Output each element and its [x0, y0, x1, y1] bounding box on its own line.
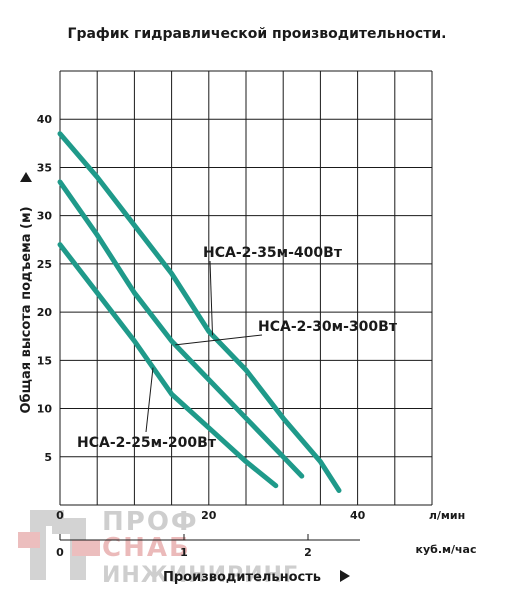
logo-mark-icon	[18, 510, 100, 580]
x-tick-label: 0	[56, 509, 64, 522]
y-tick-label: 10	[37, 403, 53, 416]
series-leader-3	[145, 367, 154, 433]
y-axis-label: Общая высота подъема (м)	[19, 206, 34, 413]
x2-ticks: 0 1 2	[56, 534, 312, 559]
x-unit-label: л/мин	[429, 509, 465, 522]
y-tick-label: 40	[37, 113, 53, 126]
series-label-2: HCA-2-30м-300Вт	[258, 319, 398, 335]
y-tick-label: 5	[44, 451, 52, 464]
x-axis-label: Производительность	[163, 570, 321, 585]
series-label-1: HCA-2-35м-400Вт	[203, 245, 343, 261]
logo-text-3: ИНЖИНИРИНГ	[102, 563, 298, 588]
x2-tick-label: 2	[304, 546, 312, 559]
y-axis-arrow-icon	[20, 172, 32, 182]
x2-tick-label: 1	[180, 546, 188, 559]
series-line-2	[57, 179, 305, 479]
logo-text-2: СНАБ	[102, 533, 191, 563]
y-axis-label-group: Общая высота подъема (м)	[19, 172, 34, 414]
series-label-3: HCA-2-25м-200Вт	[77, 435, 217, 451]
y-tick-label: 20	[37, 306, 53, 319]
y-tick-label: 35	[37, 161, 52, 174]
series-labels: HCA-2-35м-400Вт HCA-2-30м-300Вт HCA-2-25м-…	[77, 245, 398, 451]
y-tick-label: 15	[37, 354, 52, 367]
grid	[59, 70, 433, 506]
watermark-logo: ПРОФ СНАБ ИНЖИНИРИНГ	[18, 507, 298, 588]
y-tick-label: 30	[37, 210, 53, 223]
series-line-1	[57, 131, 342, 493]
x-tick-label: 20	[201, 509, 217, 522]
x-axis-arrow-icon	[340, 570, 350, 582]
series-line-3	[57, 242, 279, 489]
series-leader-2	[175, 334, 263, 346]
chart-title: График гидравлической производительности…	[68, 26, 447, 42]
x2-unit-label: куб.м/час	[416, 543, 477, 556]
logo-text-1: ПРОФ	[102, 507, 199, 537]
series-lines	[57, 131, 342, 493]
x-tick-label: 40	[350, 509, 366, 522]
y-tick-label: 25	[37, 258, 52, 271]
y-ticks: 5 10 15 20 25 30 35 40	[37, 113, 53, 464]
x-ticks: 0 20 40	[56, 509, 365, 522]
x-axis-label-group: Производительность	[163, 570, 350, 585]
x2-tick-label: 0	[56, 546, 64, 559]
series-leader-1	[209, 260, 214, 336]
